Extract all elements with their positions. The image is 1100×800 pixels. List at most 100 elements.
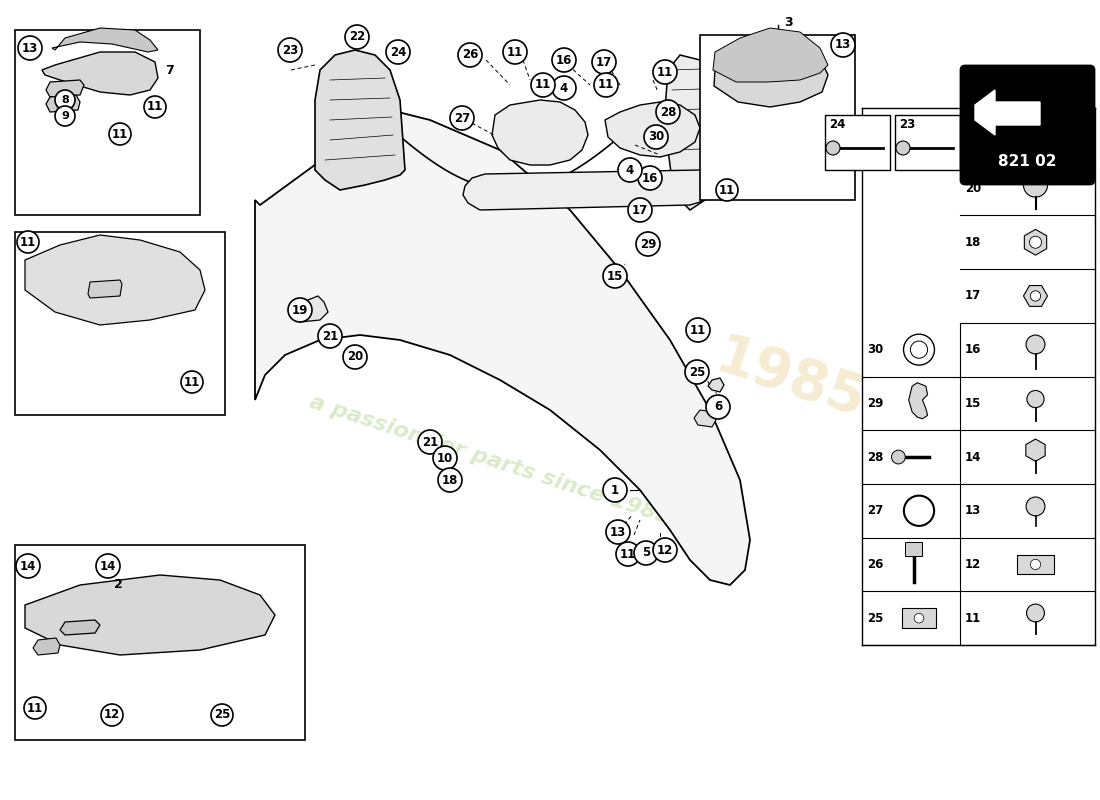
Circle shape bbox=[1026, 335, 1045, 354]
Polygon shape bbox=[708, 378, 724, 392]
Text: 8: 8 bbox=[62, 95, 69, 105]
Polygon shape bbox=[296, 296, 328, 322]
Text: 26: 26 bbox=[462, 49, 478, 62]
Text: 11: 11 bbox=[507, 46, 524, 58]
Circle shape bbox=[636, 232, 660, 256]
Text: 11: 11 bbox=[719, 183, 735, 197]
Circle shape bbox=[618, 158, 642, 182]
Text: 26: 26 bbox=[867, 558, 883, 571]
Circle shape bbox=[1030, 129, 1042, 141]
Text: 18: 18 bbox=[965, 236, 981, 249]
Text: 28: 28 bbox=[867, 450, 883, 463]
Circle shape bbox=[830, 33, 855, 57]
Text: 11: 11 bbox=[598, 78, 614, 91]
Polygon shape bbox=[694, 410, 716, 427]
Polygon shape bbox=[714, 42, 828, 107]
Circle shape bbox=[653, 60, 676, 84]
Circle shape bbox=[592, 50, 616, 74]
Text: 6: 6 bbox=[714, 401, 722, 414]
Circle shape bbox=[594, 73, 618, 97]
Circle shape bbox=[24, 697, 46, 719]
Circle shape bbox=[16, 554, 40, 578]
Circle shape bbox=[606, 520, 630, 544]
Text: 27: 27 bbox=[867, 504, 883, 518]
Text: 25: 25 bbox=[689, 366, 705, 378]
Text: 23: 23 bbox=[282, 43, 298, 57]
Polygon shape bbox=[975, 90, 1040, 135]
Circle shape bbox=[211, 704, 233, 726]
Polygon shape bbox=[463, 170, 715, 210]
Text: 14: 14 bbox=[965, 450, 981, 463]
Text: 17: 17 bbox=[631, 203, 648, 217]
Circle shape bbox=[433, 446, 456, 470]
Text: 30: 30 bbox=[867, 343, 883, 356]
Text: 13: 13 bbox=[965, 504, 981, 518]
Circle shape bbox=[1026, 497, 1045, 516]
Text: 13: 13 bbox=[609, 526, 626, 538]
Polygon shape bbox=[52, 28, 158, 52]
Circle shape bbox=[686, 318, 710, 342]
Circle shape bbox=[278, 38, 303, 62]
Text: 24: 24 bbox=[829, 118, 846, 131]
Text: 16: 16 bbox=[965, 343, 981, 356]
Circle shape bbox=[458, 43, 482, 67]
Text: 12: 12 bbox=[965, 558, 981, 571]
Text: 25: 25 bbox=[213, 709, 230, 722]
Text: 27: 27 bbox=[454, 111, 470, 125]
Text: 18: 18 bbox=[442, 474, 459, 486]
Circle shape bbox=[96, 554, 120, 578]
Circle shape bbox=[1030, 236, 1042, 248]
Circle shape bbox=[144, 96, 166, 118]
Text: 30: 30 bbox=[648, 130, 664, 143]
Polygon shape bbox=[1026, 439, 1045, 462]
Text: 10: 10 bbox=[437, 451, 453, 465]
Circle shape bbox=[656, 100, 680, 124]
Text: 11: 11 bbox=[184, 375, 200, 389]
Text: 28: 28 bbox=[660, 106, 676, 118]
Circle shape bbox=[653, 538, 676, 562]
Text: 14: 14 bbox=[100, 559, 117, 573]
Circle shape bbox=[16, 231, 38, 253]
Text: 17: 17 bbox=[596, 55, 612, 69]
Text: a passion for parts since 1985: a passion for parts since 1985 bbox=[307, 392, 673, 528]
Text: 11: 11 bbox=[112, 127, 128, 141]
Text: 12: 12 bbox=[657, 543, 673, 557]
FancyBboxPatch shape bbox=[15, 30, 200, 215]
Circle shape bbox=[1023, 173, 1047, 197]
Text: 1985: 1985 bbox=[708, 330, 872, 430]
Polygon shape bbox=[46, 80, 84, 97]
Text: 13: 13 bbox=[22, 42, 38, 54]
Circle shape bbox=[1027, 390, 1044, 408]
FancyBboxPatch shape bbox=[1016, 555, 1055, 574]
Circle shape bbox=[318, 324, 342, 348]
Circle shape bbox=[616, 542, 640, 566]
Text: 11: 11 bbox=[147, 101, 163, 114]
Circle shape bbox=[896, 141, 910, 155]
Circle shape bbox=[55, 106, 75, 126]
Text: 15: 15 bbox=[965, 397, 981, 410]
Circle shape bbox=[634, 541, 658, 565]
Circle shape bbox=[603, 478, 627, 502]
Text: 12: 12 bbox=[103, 709, 120, 722]
Circle shape bbox=[716, 179, 738, 201]
Polygon shape bbox=[46, 95, 80, 112]
Text: 11: 11 bbox=[535, 78, 551, 91]
Circle shape bbox=[503, 40, 527, 64]
Text: 25: 25 bbox=[867, 612, 883, 625]
Polygon shape bbox=[33, 638, 60, 655]
Text: 11: 11 bbox=[690, 323, 706, 337]
Circle shape bbox=[644, 125, 668, 149]
Text: 21: 21 bbox=[422, 435, 438, 449]
Circle shape bbox=[1031, 559, 1041, 570]
Text: 7: 7 bbox=[166, 63, 175, 77]
Text: 4: 4 bbox=[626, 163, 634, 177]
Text: 11: 11 bbox=[26, 702, 43, 714]
Polygon shape bbox=[909, 382, 927, 419]
Circle shape bbox=[418, 430, 442, 454]
Circle shape bbox=[438, 468, 462, 492]
Circle shape bbox=[552, 76, 576, 100]
Circle shape bbox=[531, 73, 556, 97]
Text: 2: 2 bbox=[113, 578, 122, 591]
FancyBboxPatch shape bbox=[961, 66, 1094, 184]
Polygon shape bbox=[492, 100, 588, 165]
